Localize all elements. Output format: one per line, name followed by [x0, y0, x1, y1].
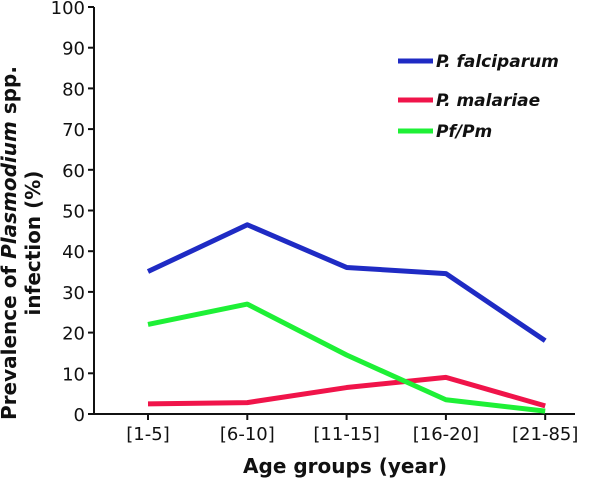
- y-tick-label: 90: [62, 39, 85, 60]
- y-tick-label: 30: [62, 283, 85, 304]
- x-axis-ticks: [1-5] [6-10] [11-15] [16-20] [21-85]: [126, 414, 578, 445]
- x-tick-label: [6-10]: [220, 424, 275, 445]
- x-tick-label: [11-15]: [313, 424, 379, 445]
- y-tick-label: 100: [51, 0, 85, 19]
- y-tick-label: 70: [62, 120, 85, 141]
- x-axis-title: Age groups (year): [243, 454, 447, 478]
- legend-label-p-falciparum: P. falciparum: [436, 52, 559, 72]
- y-tick-label: 80: [62, 79, 85, 100]
- x-tick-label: [16-20]: [413, 424, 479, 445]
- y-tick-label: 40: [62, 242, 85, 263]
- x-tick-label: [1-5]: [126, 424, 169, 445]
- y-tick-label: 10: [62, 364, 85, 385]
- x-tick-label: [21-85]: [512, 424, 578, 445]
- series-line-p-falciparum: [146, 222, 547, 343]
- y-axis-title-line2: infection (%): [21, 171, 45, 316]
- y-axis-title-line1: Prevalence of Plasmodium spp.: [0, 66, 21, 420]
- y-tick-label: 60: [62, 161, 85, 182]
- series-line-pf-pm: [147, 301, 546, 414]
- y-axis-title: Prevalence of Plasmodium spp. infection …: [0, 66, 45, 420]
- y-tick-label: 20: [62, 324, 85, 345]
- series-line-p-malariae: [147, 374, 546, 409]
- legend-label-pf-pm: Pf/Pm: [436, 122, 492, 142]
- legend-label-p-malariae: P. malariae: [436, 91, 540, 111]
- y-tick-label: 0: [74, 405, 85, 426]
- legend: P. falciparum P. malariae Pf/Pm: [398, 52, 559, 142]
- y-tick-label: 50: [62, 202, 85, 223]
- series-lines: [146, 222, 547, 414]
- y-axis-ticks: 0 10 20 30 40 50 60 70 80 90 100: [51, 0, 94, 426]
